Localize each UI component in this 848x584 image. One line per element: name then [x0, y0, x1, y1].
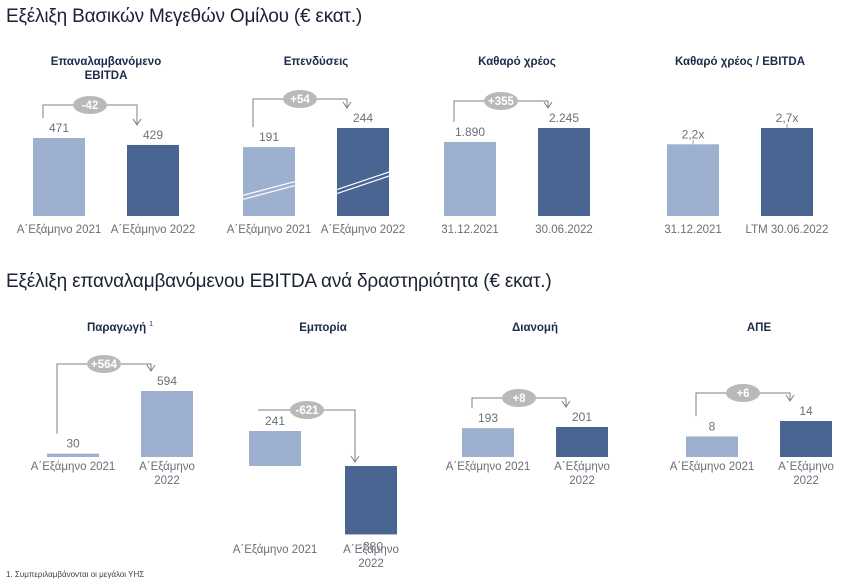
footnote: 1. Συμπεριλαμβάνονται οι μεγάλοι ΥΗΣ [6, 570, 145, 579]
change-bubble [290, 401, 324, 419]
chart-title: Εμπορία [299, 322, 347, 334]
change-connector [56, 363, 152, 434]
change-arrow [543, 101, 553, 109]
value-label-1: 30 [66, 437, 80, 451]
change-arrow [132, 118, 142, 126]
chart-title-note: 1 [149, 321, 153, 328]
bar-break-mark [242, 184, 296, 200]
change-label: +6 [736, 388, 749, 400]
bar-2 [141, 391, 193, 457]
chart-title: Καθαρό χρέος [478, 56, 556, 68]
category-label-1: Α΄Εξάμηνο 2021 [446, 461, 531, 473]
bar-1 [462, 428, 514, 457]
value-label-2: 429 [143, 128, 163, 142]
bar-1 [47, 453, 99, 457]
bar-2 [345, 466, 397, 535]
value-label-2: 2,7x [776, 111, 799, 125]
section-title-group-metrics: Εξέλιξη Βασικών Μεγεθών Ομίλου (€ εκατ.) [6, 6, 363, 27]
value-label-2: 594 [157, 374, 177, 388]
bar-1 [444, 141, 496, 216]
change-label: +8 [512, 393, 526, 405]
change-bubble [87, 355, 121, 373]
category-label-2: 2022 [358, 558, 384, 570]
bar-2 [538, 128, 590, 216]
category-label-1: Α΄Εξάμηνο 2021 [227, 224, 312, 236]
category-label-2: Α΄Εξάμηνο [139, 461, 195, 473]
category-label-2: Α΄Εξάμηνο [554, 461, 610, 473]
value-label-2: 244 [353, 111, 373, 125]
bar-break-mark [336, 175, 390, 195]
bar-2 [556, 427, 608, 457]
chart-title: ΑΠΕ [747, 322, 772, 334]
bar-2 [761, 128, 813, 216]
chart-title: Επαναλαμβανόμενο [51, 56, 161, 68]
change-arrow [342, 101, 352, 109]
bar-1 [243, 147, 295, 216]
chart-title-line2: EBITDA [85, 70, 128, 82]
bar-break-mark [336, 171, 390, 191]
change-arrow [350, 455, 360, 463]
category-label-2: 2022 [793, 475, 819, 487]
value-label-2: -380 [359, 539, 383, 553]
bar-break-mark [242, 180, 296, 196]
change-label: -42 [82, 100, 99, 112]
change-bubble [726, 384, 760, 402]
bar-2 [337, 128, 389, 216]
value-label-2: 201 [572, 410, 592, 424]
category-label-2: 2022 [154, 475, 180, 487]
change-label: +355 [488, 96, 515, 108]
chart-title: Καθαρό χρέος / EBITDA [675, 56, 805, 68]
category-label-1: Α΄Εξάμηνο 2021 [31, 461, 116, 473]
change-bubble [484, 92, 518, 110]
category-label-2: 2022 [569, 475, 595, 487]
category-label-2: Α΄Εξάμηνο 2022 [321, 224, 406, 236]
category-label-1: 31.12.2021 [441, 224, 499, 236]
chart-title: Παραγωγή 1 [87, 321, 153, 334]
change-arrow [146, 364, 156, 372]
category-label-1: 31.12.2021 [664, 224, 722, 236]
bar-1 [686, 436, 738, 457]
category-label-1: Α΄Εξάμηνο 2021 [670, 461, 755, 473]
bar-1 [667, 144, 719, 216]
value-label-2: 2.245 [549, 111, 579, 125]
change-bubble [283, 90, 317, 108]
change-label: +54 [290, 94, 310, 106]
bar-2 [780, 421, 832, 457]
change-label: -621 [295, 405, 319, 417]
value-label-2: 14 [799, 404, 813, 418]
value-label-1: 2,2x [682, 127, 705, 141]
category-label-2: 30.06.2022 [535, 224, 593, 236]
value-label-1: 191 [259, 130, 279, 144]
bar-2 [127, 144, 179, 216]
bar-1 [249, 431, 301, 466]
change-arrow [785, 394, 795, 402]
bar-1 [33, 138, 85, 216]
category-label-2: Α΄Εξάμηνο [778, 461, 834, 473]
category-label-2: Α΄Εξάμηνο 2022 [111, 224, 196, 236]
category-label-2: Α΄Εξάμηνο [343, 544, 399, 556]
change-arrow [561, 400, 571, 408]
value-label-1: 241 [265, 414, 285, 428]
change-label: +564 [91, 359, 118, 371]
category-label-2: LTM 30.06.2022 [746, 224, 829, 236]
section-title-ebitda-by-activity: Εξέλιξη επαναλαμβανόμενου EBITDA ανά δρα… [6, 271, 552, 292]
value-label-1: 471 [49, 121, 69, 135]
chart-title: Επενδύσεις [284, 56, 349, 68]
change-bubble [502, 389, 536, 407]
value-label-1: 8 [709, 419, 716, 433]
category-label-1: Α΄Εξάμηνο 2021 [17, 224, 102, 236]
value-label-1: 193 [478, 411, 498, 425]
change-bubble [73, 96, 107, 114]
category-label-1: Α΄Εξάμηνο 2021 [233, 544, 318, 556]
value-label-1: 1.890 [455, 125, 485, 139]
chart-title: Διανομή [512, 322, 558, 334]
